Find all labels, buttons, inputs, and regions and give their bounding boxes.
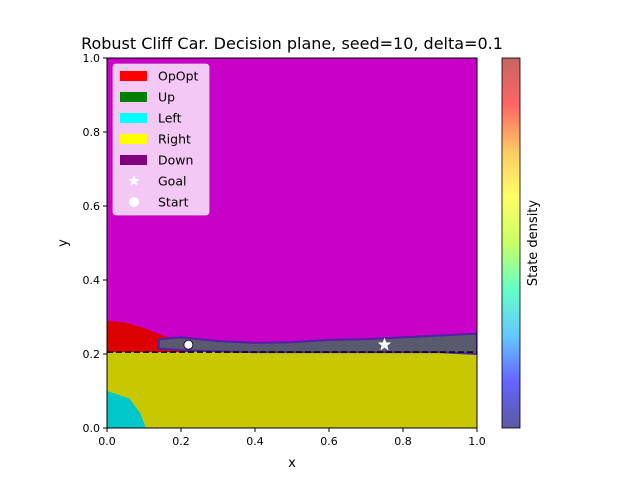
legend-label-goal: Goal [158,174,186,189]
goal-marker [377,337,392,351]
x-axis: 0.0 0.2 0.4 0.6 0.8 1.0 [98,428,486,448]
colorbar-label: State density [526,200,541,287]
legend-marker-goal [128,175,140,186]
legend-label-up: Up [158,90,175,105]
y-tick-label: 0.0 [83,422,101,435]
trajectory-band [157,332,477,356]
y-tick-label: 0.8 [83,126,101,139]
chart-title: Robust Cliff Car. Decision plane, seed=1… [81,34,503,53]
legend-label-start: Start [158,195,189,210]
colorbar [501,57,521,429]
x-tick-label: 0.0 [98,435,116,448]
x-axis-label: x [288,456,296,471]
legend-marker-up [120,92,147,102]
legend-marker-right [120,134,147,144]
right-region [107,337,477,428]
x-tick-label: 0.2 [172,435,190,448]
legend-marker-start [129,197,139,207]
x-tick-label: 0.8 [394,435,412,448]
y-axis: 0.0 0.2 0.4 0.6 0.8 1.0 [83,52,107,435]
x-tick-label: 0.6 [320,435,338,448]
x-tick-label: 1.0 [468,435,486,448]
y-tick-label: 0.4 [83,274,101,287]
y-tick-label: 0.6 [83,200,101,213]
left-region [107,391,146,428]
x-tick-label: 0.4 [246,435,264,448]
axes-frame [106,57,478,429]
y-tick-label: 0.2 [83,348,101,361]
legend-marker-left [120,113,147,123]
legend-label-left: Left [158,111,182,126]
legend-label-right: Right [158,132,191,147]
y-axis-label: y [56,239,71,247]
legend-marker-opopt [120,71,147,81]
legend-marker-down [120,155,147,165]
legend: OpOpt Up Left Right Down Goal Start [112,63,210,216]
legend-label-opopt: OpOpt [158,69,199,84]
y-tick-label: 1.0 [83,52,101,65]
start-marker [183,339,194,350]
plot-area [107,58,477,428]
legend-label-down: Down [158,153,193,168]
